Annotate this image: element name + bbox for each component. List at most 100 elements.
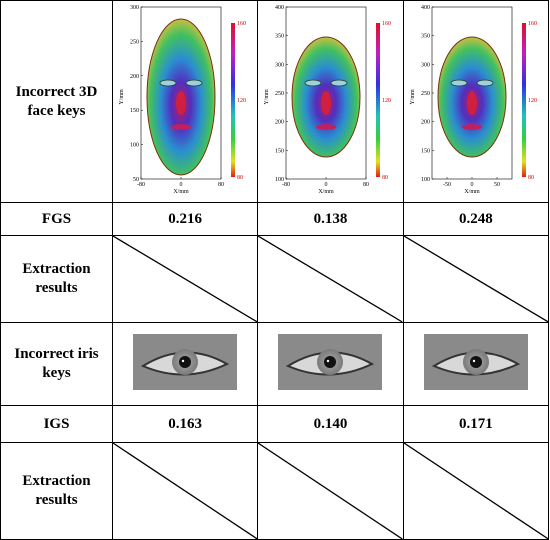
- diagonal-line: [113, 236, 257, 322]
- diagonal-line: [404, 443, 548, 539]
- eye: [450, 79, 468, 87]
- y-tick-label: 50: [133, 177, 139, 183]
- x-tick-label: 80: [363, 182, 369, 188]
- y-tick-label: 100: [275, 177, 284, 183]
- y-tick-label: 250: [130, 39, 139, 45]
- cell: 100 150 200 250 300 350 400 -80 0 80 X/mm Y/mm 80 120…: [257, 0, 404, 203]
- y-tick-label: 350: [421, 34, 430, 40]
- colorbar-label: 160: [528, 21, 537, 27]
- cell: [111, 235, 259, 323]
- y-tick-label: 350: [275, 34, 284, 40]
- x-tick-label: -80: [137, 182, 145, 188]
- mouth: [316, 124, 337, 130]
- glint: [472, 359, 476, 362]
- colorbar-label: 160: [237, 21, 246, 27]
- x-tick-label: 0: [180, 182, 183, 188]
- y-tick-label: 250: [275, 91, 284, 97]
- x-tick-label: -50: [443, 182, 451, 188]
- eye: [185, 79, 203, 87]
- row-label: IGS: [0, 405, 113, 443]
- iris-image: [278, 333, 383, 390]
- y-tick-label: 200: [130, 74, 139, 80]
- cell: [257, 442, 404, 540]
- diagonal: [404, 236, 548, 322]
- pupil: [324, 355, 337, 368]
- diagonal: [258, 443, 402, 539]
- diagonal: [113, 236, 257, 322]
- glint: [181, 359, 185, 362]
- score: 0.248: [402, 202, 550, 236]
- score: 0.216: [111, 202, 259, 236]
- colorbar-label: 80: [237, 175, 243, 181]
- diagonal-line: [404, 236, 548, 322]
- iris-image: [133, 333, 238, 390]
- label: FGS: [41, 210, 72, 227]
- cell: [111, 442, 259, 540]
- face-plot: 50 100 150 200 250 300 -80 0 80 X/mm Y/mm 80 120 160: [119, 5, 246, 195]
- diagonal: [404, 443, 548, 539]
- colorbar-label: 120: [237, 98, 246, 104]
- x-axis-title: X/mm: [464, 189, 480, 195]
- diagonal-line: [258, 443, 402, 539]
- label: Incorrect iris keys: [14, 346, 99, 381]
- colorbar-label: 160: [382, 21, 391, 27]
- y-tick-label: 200: [275, 120, 284, 126]
- label: Extraction results: [22, 473, 91, 508]
- nose: [321, 91, 332, 115]
- eye: [331, 79, 348, 87]
- pupil: [469, 355, 482, 368]
- x-tick-label: -80: [282, 182, 290, 188]
- y-tick-label: 250: [421, 91, 430, 97]
- y-tick-label: 100: [130, 143, 139, 149]
- cell: [257, 322, 404, 406]
- eye: [476, 79, 494, 87]
- face-plot: 100 150 200 250 300 350 400 -80 0 80 X/mm Y/mm 80 120…: [264, 5, 391, 195]
- y-tick-label: 400: [275, 5, 284, 11]
- row-label: Incorrect 3D face keys: [0, 0, 113, 203]
- row-label: Extraction results: [0, 235, 113, 323]
- label: Incorrect 3D face keys: [15, 83, 98, 119]
- nose: [466, 91, 477, 115]
- colorbar-label: 80: [382, 175, 388, 181]
- colorbar-label: 120: [528, 98, 537, 104]
- diagonal-line: [258, 236, 402, 322]
- x-tick-label: 0: [470, 182, 473, 188]
- label: Extraction results: [22, 261, 91, 296]
- score: 0.138: [257, 202, 404, 236]
- cell: 100 150 200 250 300 350 400 -50 0 50 X/mm Y/mm 80 120…: [402, 0, 550, 203]
- x-tick-label: 50: [494, 182, 500, 188]
- row-label: FGS: [0, 202, 113, 236]
- label: IGS: [43, 415, 70, 432]
- mouth: [461, 124, 482, 130]
- cell: [402, 235, 550, 323]
- y-tick-label: 300: [421, 62, 430, 68]
- colorbar-label: 80: [528, 175, 534, 181]
- y-axis-title: Y/mm: [119, 89, 125, 105]
- row-label: Incorrect iris keys: [0, 322, 113, 406]
- y-tick-label: 100: [421, 177, 430, 183]
- colorbar-label: 120: [382, 98, 391, 104]
- colorbar: [521, 23, 526, 177]
- y-tick-label: 400: [421, 5, 430, 11]
- cell: [402, 322, 550, 406]
- y-tick-label: 150: [130, 108, 139, 114]
- row-label: Extraction results: [0, 442, 113, 540]
- y-tick-label: 150: [421, 148, 430, 154]
- diagonal: [258, 236, 402, 322]
- y-axis-title: Y/mm: [410, 89, 416, 105]
- colorbar: [376, 23, 381, 177]
- y-tick-label: 300: [130, 5, 139, 11]
- nose: [176, 91, 187, 115]
- score: 0.140: [257, 405, 404, 443]
- eye: [159, 79, 177, 87]
- x-axis-title: X/mm: [173, 189, 189, 195]
- y-tick-label: 150: [275, 148, 284, 154]
- mouth: [171, 124, 192, 130]
- diagonal: [113, 443, 257, 539]
- cell: [111, 322, 259, 406]
- x-tick-label: 80: [218, 182, 224, 188]
- glint: [327, 359, 330, 362]
- y-axis-title: Y/mm: [264, 89, 270, 105]
- score: 0.171: [402, 405, 550, 443]
